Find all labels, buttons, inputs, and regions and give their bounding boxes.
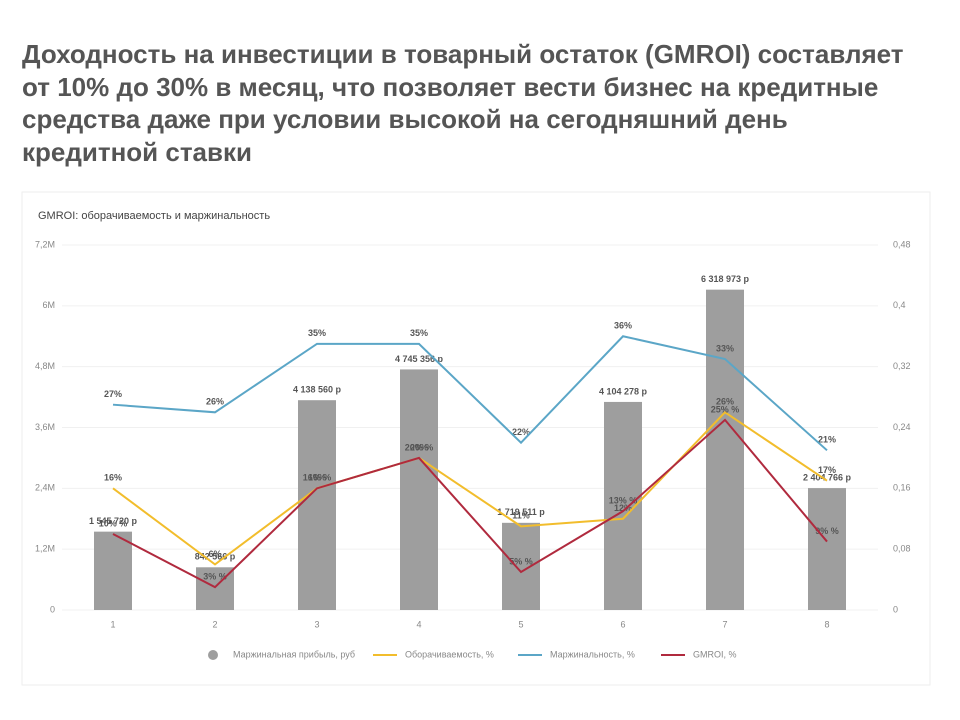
bar-value-label: 4 104 278 р: [599, 386, 648, 396]
line-value-label: 16%: [104, 473, 122, 483]
x-tick-label: 1: [110, 619, 115, 629]
y-tick-label: 3,6M: [35, 422, 55, 432]
x-tick-label: 2: [212, 619, 217, 629]
bar-value-label: 4 138 560 р: [293, 385, 342, 395]
line: [112, 410, 828, 566]
x-tick-label: 3: [314, 619, 319, 629]
legend-label: GMROI, %: [693, 649, 737, 659]
line-value-label: 27%: [104, 389, 122, 399]
line-value-label: 20% %: [405, 442, 434, 452]
x-tick-label: 4: [416, 619, 421, 629]
y-tick-label: 6M: [42, 300, 55, 310]
line-value-label: 25% %: [711, 404, 740, 414]
y-tick-label: 0: [893, 604, 898, 614]
bar: [94, 531, 132, 610]
bar-value-label: 6 318 973 р: [701, 274, 750, 284]
y-tick-label: 0,4: [893, 300, 906, 310]
line-value-label: 16%: [308, 473, 326, 483]
line-value-label: 20%: [410, 442, 428, 452]
chart-panel: [21, 191, 931, 686]
y-tick-label: 0,48: [893, 239, 911, 249]
bar: [808, 488, 846, 610]
bar-value-label: 4 745 356 р: [395, 354, 444, 364]
x-tick-label: 8: [824, 619, 829, 629]
y-tick-label: 4,8M: [35, 361, 55, 371]
line-value-label: 22%: [512, 427, 530, 437]
x-tick-label: 6: [620, 619, 625, 629]
y-tick-label: 1,2M: [35, 544, 55, 554]
line: [112, 418, 828, 589]
bar: [298, 400, 336, 610]
bar: [400, 369, 438, 610]
line-value-label: 9% %: [815, 526, 839, 536]
y-tick-label: 0,32: [893, 361, 911, 371]
heading: Доходность на инвестиции в товарный оста…: [22, 39, 904, 167]
y-tick-label: 0,08: [893, 544, 911, 554]
y-tick-label: 7,2M: [35, 239, 55, 249]
y-tick-label: 0,24: [893, 422, 911, 432]
bar-value-label: 842 566 р: [195, 552, 236, 562]
y-tick-label: 0: [50, 604, 55, 614]
bar-value-label: 2 404 766 р: [803, 472, 852, 482]
line-value-label: 13% %: [609, 496, 638, 506]
line-value-label: 35%: [308, 328, 326, 338]
legend-marker: [208, 650, 218, 660]
chart-title: GMROI: оборачиваемость и маржинальность: [38, 210, 270, 222]
legend-label: Маржинальность, %: [550, 649, 635, 659]
line-value-label: 10% %: [99, 518, 128, 528]
line-value-label: 33%: [716, 343, 734, 353]
line-value-label: 16% %: [303, 473, 332, 483]
line: [112, 335, 828, 452]
x-tick-label: 7: [722, 619, 727, 629]
line-value-label: 11%: [512, 511, 530, 521]
line-value-label: 26%: [206, 397, 224, 407]
line-value-label: 36%: [614, 321, 632, 331]
line-value-label: 26%: [716, 397, 734, 407]
line-value-label: 12%: [614, 503, 632, 513]
bar-value-label: 1 719 511 р: [497, 507, 545, 517]
y-tick-label: 0,16: [893, 483, 911, 493]
bar: [502, 522, 540, 610]
x-tick-label: 5: [518, 619, 523, 629]
bar-value-label: 1 545 720 р: [89, 516, 138, 526]
line-value-label: 35%: [410, 328, 428, 338]
line-value-label: 6%: [208, 549, 221, 559]
y-tick-label: 2,4M: [35, 483, 55, 493]
line-value-label: 21%: [818, 435, 836, 445]
line-value-label: 5% %: [509, 556, 533, 566]
legend-label: Маржинальная прибыль, руб: [233, 649, 355, 659]
legend-label: Оборачиваемость, %: [405, 649, 494, 659]
bar: [706, 289, 744, 610]
line-value-label: 3% %: [203, 572, 227, 582]
line-value-label: 17%: [818, 465, 836, 475]
